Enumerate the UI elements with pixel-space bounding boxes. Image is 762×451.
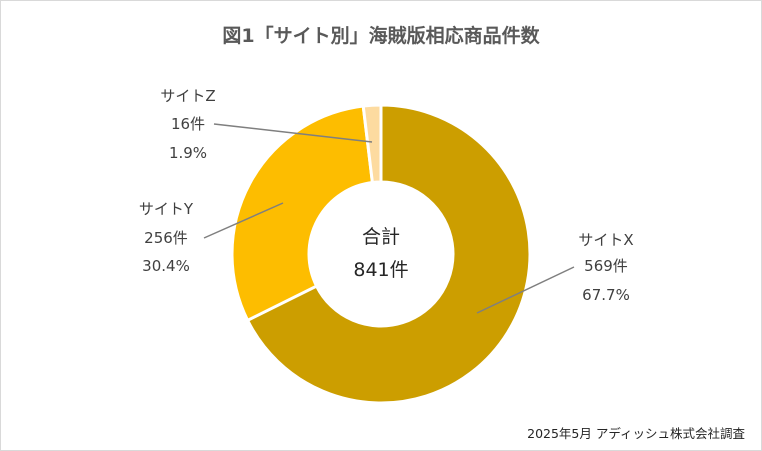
donut-slice-サイトX — [245, 103, 532, 405]
slice-percent-site-z: 1.9% — [169, 144, 207, 162]
slice-name-site-y: サイトY — [139, 200, 194, 218]
slice-percent-site-y: 30.4% — [142, 257, 190, 275]
slice-percent-site-x: 67.7% — [582, 286, 630, 304]
chart-title: 図1「サイト別」海賊版相応商品件数 — [222, 24, 540, 47]
total-label: 合計 — [362, 226, 400, 248]
slice-name-site-z: サイトZ — [160, 87, 215, 105]
total-value: 841件 — [353, 259, 408, 281]
slice-count-site-z: 16件 — [171, 115, 205, 133]
leader-line-site-z — [213, 123, 373, 143]
slice-name-site-x: サイトX — [578, 231, 633, 249]
donut-slices — [230, 103, 532, 405]
leader-line-site-x — [476, 266, 575, 314]
donut-slice-サイトY — [230, 104, 375, 323]
source-note: 2025年5月 アディッシュ株式会社調査 — [527, 426, 745, 441]
slice-count-site-x: 569件 — [584, 257, 628, 275]
donut-slice-サイトZ — [361, 103, 383, 185]
leader-line-site-y — [203, 202, 284, 239]
slice-count-site-y: 256件 — [144, 229, 188, 247]
